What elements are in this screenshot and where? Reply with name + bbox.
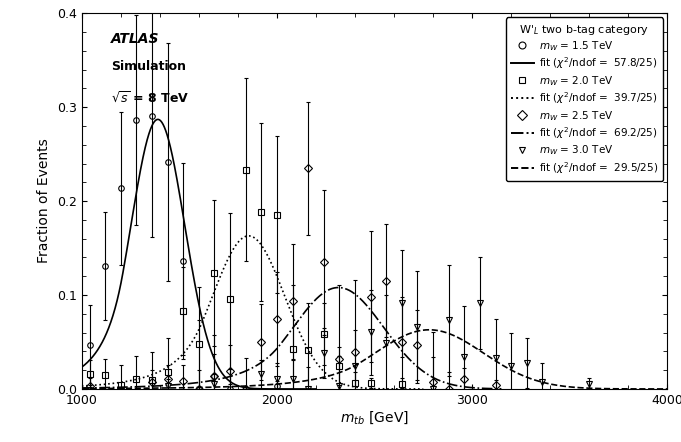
- Legend: $m_W$ = 1.5 TeV, fit ($\chi^2$/ndof =  57.8/25), $m_W$ = 2.0 TeV, fit ($\chi^2$/: $m_W$ = 1.5 TeV, fit ($\chi^2$/ndof = 57…: [505, 17, 663, 181]
- Text: Simulation: Simulation: [111, 60, 186, 73]
- Text: $\sqrt{s}$ = 8 TeV: $\sqrt{s}$ = 8 TeV: [111, 90, 189, 106]
- Text: ATLAS: ATLAS: [111, 32, 159, 46]
- X-axis label: $m_{tb}$ [GeV]: $m_{tb}$ [GeV]: [340, 410, 409, 427]
- Y-axis label: Fraction of Events: Fraction of Events: [37, 139, 51, 263]
